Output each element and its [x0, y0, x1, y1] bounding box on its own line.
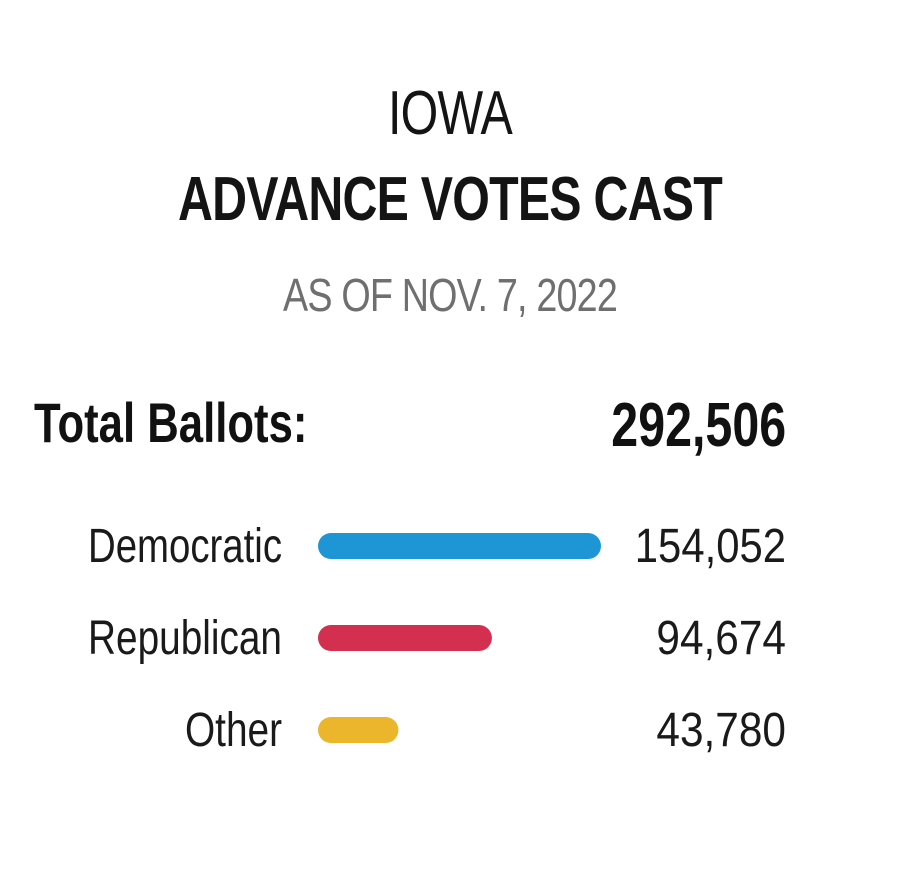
party-bar-chart: Democratic 154,052 Republican 94,674 Other 43…: [88, 520, 786, 757]
total-ballots-label: Total Ballots:: [34, 391, 308, 454]
category-label-democratic: Democratic: [88, 520, 282, 573]
chart-date-subtitle: AS OF NOV. 7, 2022: [283, 269, 618, 321]
total-ballots-value: 292,506: [611, 391, 786, 460]
chart-state-title: IOWA: [387, 79, 513, 148]
category-label-republican: Republican: [88, 612, 282, 665]
bar-republican: [318, 625, 492, 651]
value-label-republican: 94,674: [656, 612, 786, 665]
value-label-other: 43,780: [656, 704, 786, 757]
category-label-other: Other: [185, 704, 282, 757]
bar-democratic: [318, 533, 601, 559]
bar-other: [318, 717, 399, 743]
value-label-democratic: 154,052: [635, 520, 786, 573]
chart-title: ADVANCE VOTES CAST: [178, 165, 723, 234]
